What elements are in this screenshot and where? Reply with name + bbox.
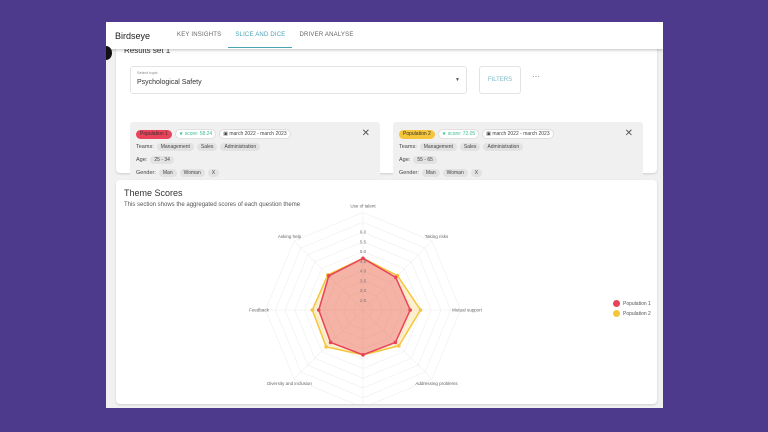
population-badge: Population 1 [136,129,172,139]
team-chip: Administration [220,143,261,151]
tab-driver-analyse[interactable]: DRIVER ANALYSE [299,32,354,38]
data-point [397,344,401,348]
results-title: Results set 1 [124,46,171,55]
gender-label: Gender: [136,170,156,176]
theme-subtitle: This section shows the aggregated scores… [124,202,301,208]
data-point [324,345,328,349]
top-nav: Birdseye KEY INSIGHTS SLICE AND DICE DRI… [106,22,663,49]
age-label: Age: [136,157,148,163]
score-chip: ★ score: 58.24 [174,129,217,139]
team-chip: Sales [459,143,481,151]
score-chip: ★ score: 72.05 [437,129,480,139]
data-point [361,256,365,261]
close-icon[interactable]: ✕ [361,128,370,139]
step-indicator [106,46,112,60]
legend-item[interactable]: Population 2 [613,310,651,317]
data-point [310,308,315,312]
axis-label: Taking risks [425,234,449,239]
filters-button[interactable]: FILTERS [479,66,521,94]
legend-swatch [613,300,620,307]
tick-label: 2.5 [360,298,367,303]
chart-legend: Population 1 Population 2 [613,300,651,320]
legend-label: Population 2 [623,310,651,317]
tick-label: 4.5 [360,259,367,264]
team-chip: Management [419,143,457,151]
axis-label: Addressing problems [415,381,458,386]
gender-chip: X [470,169,483,177]
gender-chip: Man [421,169,440,177]
population-badge: Population 2 [399,129,435,139]
gender-chip: Man [158,169,177,177]
age-chip: 55 - 65 [413,156,437,164]
topic-select[interactable]: Select topic Psychological Safety ▼ [130,66,467,94]
data-point [316,308,321,312]
axis-line [294,309,364,379]
radar-chart: 6.0 5.5 5.0 4.5 4.0 3.5 3.0 2.5 Use of talent Tak… [249,204,483,404]
data-point [393,275,398,280]
data-point [408,308,412,312]
data-point [418,308,423,312]
score-value: score: 58.24 [184,131,213,137]
axis-label: Feedback [249,308,270,313]
gender-chip: Woman [179,169,205,177]
data-point [393,340,398,345]
axis-label: Asking help [278,234,302,239]
topic-value: Psychological Safety [137,79,202,86]
teams-label: Teams: [136,144,154,150]
tick-label: 4.0 [360,269,367,274]
results-card: Results set 1 Select topic Psychological… [116,40,657,180]
legend-swatch [613,310,620,317]
population-1-panel: Population 1 ★ score: 58.24 ▣ march 2022… [130,122,380,180]
close-icon[interactable]: ✕ [624,128,633,139]
axis-label: Diversity and inclusion [267,381,312,386]
legend-item[interactable]: Population 1 [613,300,651,307]
date-range: march 2022 - march 2023 [492,131,550,137]
grid-ring [265,212,461,404]
data-point [328,340,333,345]
tick-label: 3.0 [360,288,367,293]
theme-title: Theme Scores [124,188,183,198]
team-chip: Administration [483,143,524,151]
app-window: Birdseye KEY INSIGHTS SLICE AND DICE DRI… [106,22,663,408]
axis-label: Mutual support [452,308,483,313]
theme-scores-card: Theme Scores This section shows the aggr… [116,180,657,404]
data-point [327,274,331,278]
gender-chip: X [207,169,220,177]
population-2-panel: Population 2 ★ score: 72.05 ▣ march 2022… [393,122,643,180]
team-chip: Management [156,143,194,151]
team-chip: Sales [196,143,218,151]
age-label: Age: [399,157,411,163]
tab-key-insights[interactable]: KEY INSIGHTS [177,32,222,38]
brand-logo[interactable]: Birdseye [115,30,151,41]
date-range: march 2022 - march 2023 [229,131,287,137]
legend-label: Population 1 [623,300,651,307]
tab-slice-and-dice[interactable]: SLICE AND DICE [228,22,293,49]
score-value: score: 72.05 [447,131,476,137]
gender-chip: Woman [442,169,468,177]
tick-label: 5.0 [360,249,367,254]
axis-label: Use of talent [350,204,376,209]
teams-label: Teams: [399,144,417,150]
dropdown-arrow-icon: ▼ [455,77,460,83]
tick-label: 5.5 [360,239,367,244]
gender-label: Gender: [399,170,419,176]
tick-label: 6.0 [360,230,367,235]
data-point [361,353,365,357]
topic-label: Select topic [137,70,158,75]
age-chip: 25 - 34 [150,156,174,164]
date-range-chip[interactable]: ▣ march 2022 - march 2023 [219,129,291,139]
axis-line [362,309,432,379]
tick-label: 3.5 [360,278,367,283]
date-range-chip[interactable]: ▣ march 2022 - march 2023 [482,129,554,139]
more-options-icon[interactable]: ··· [532,72,540,81]
